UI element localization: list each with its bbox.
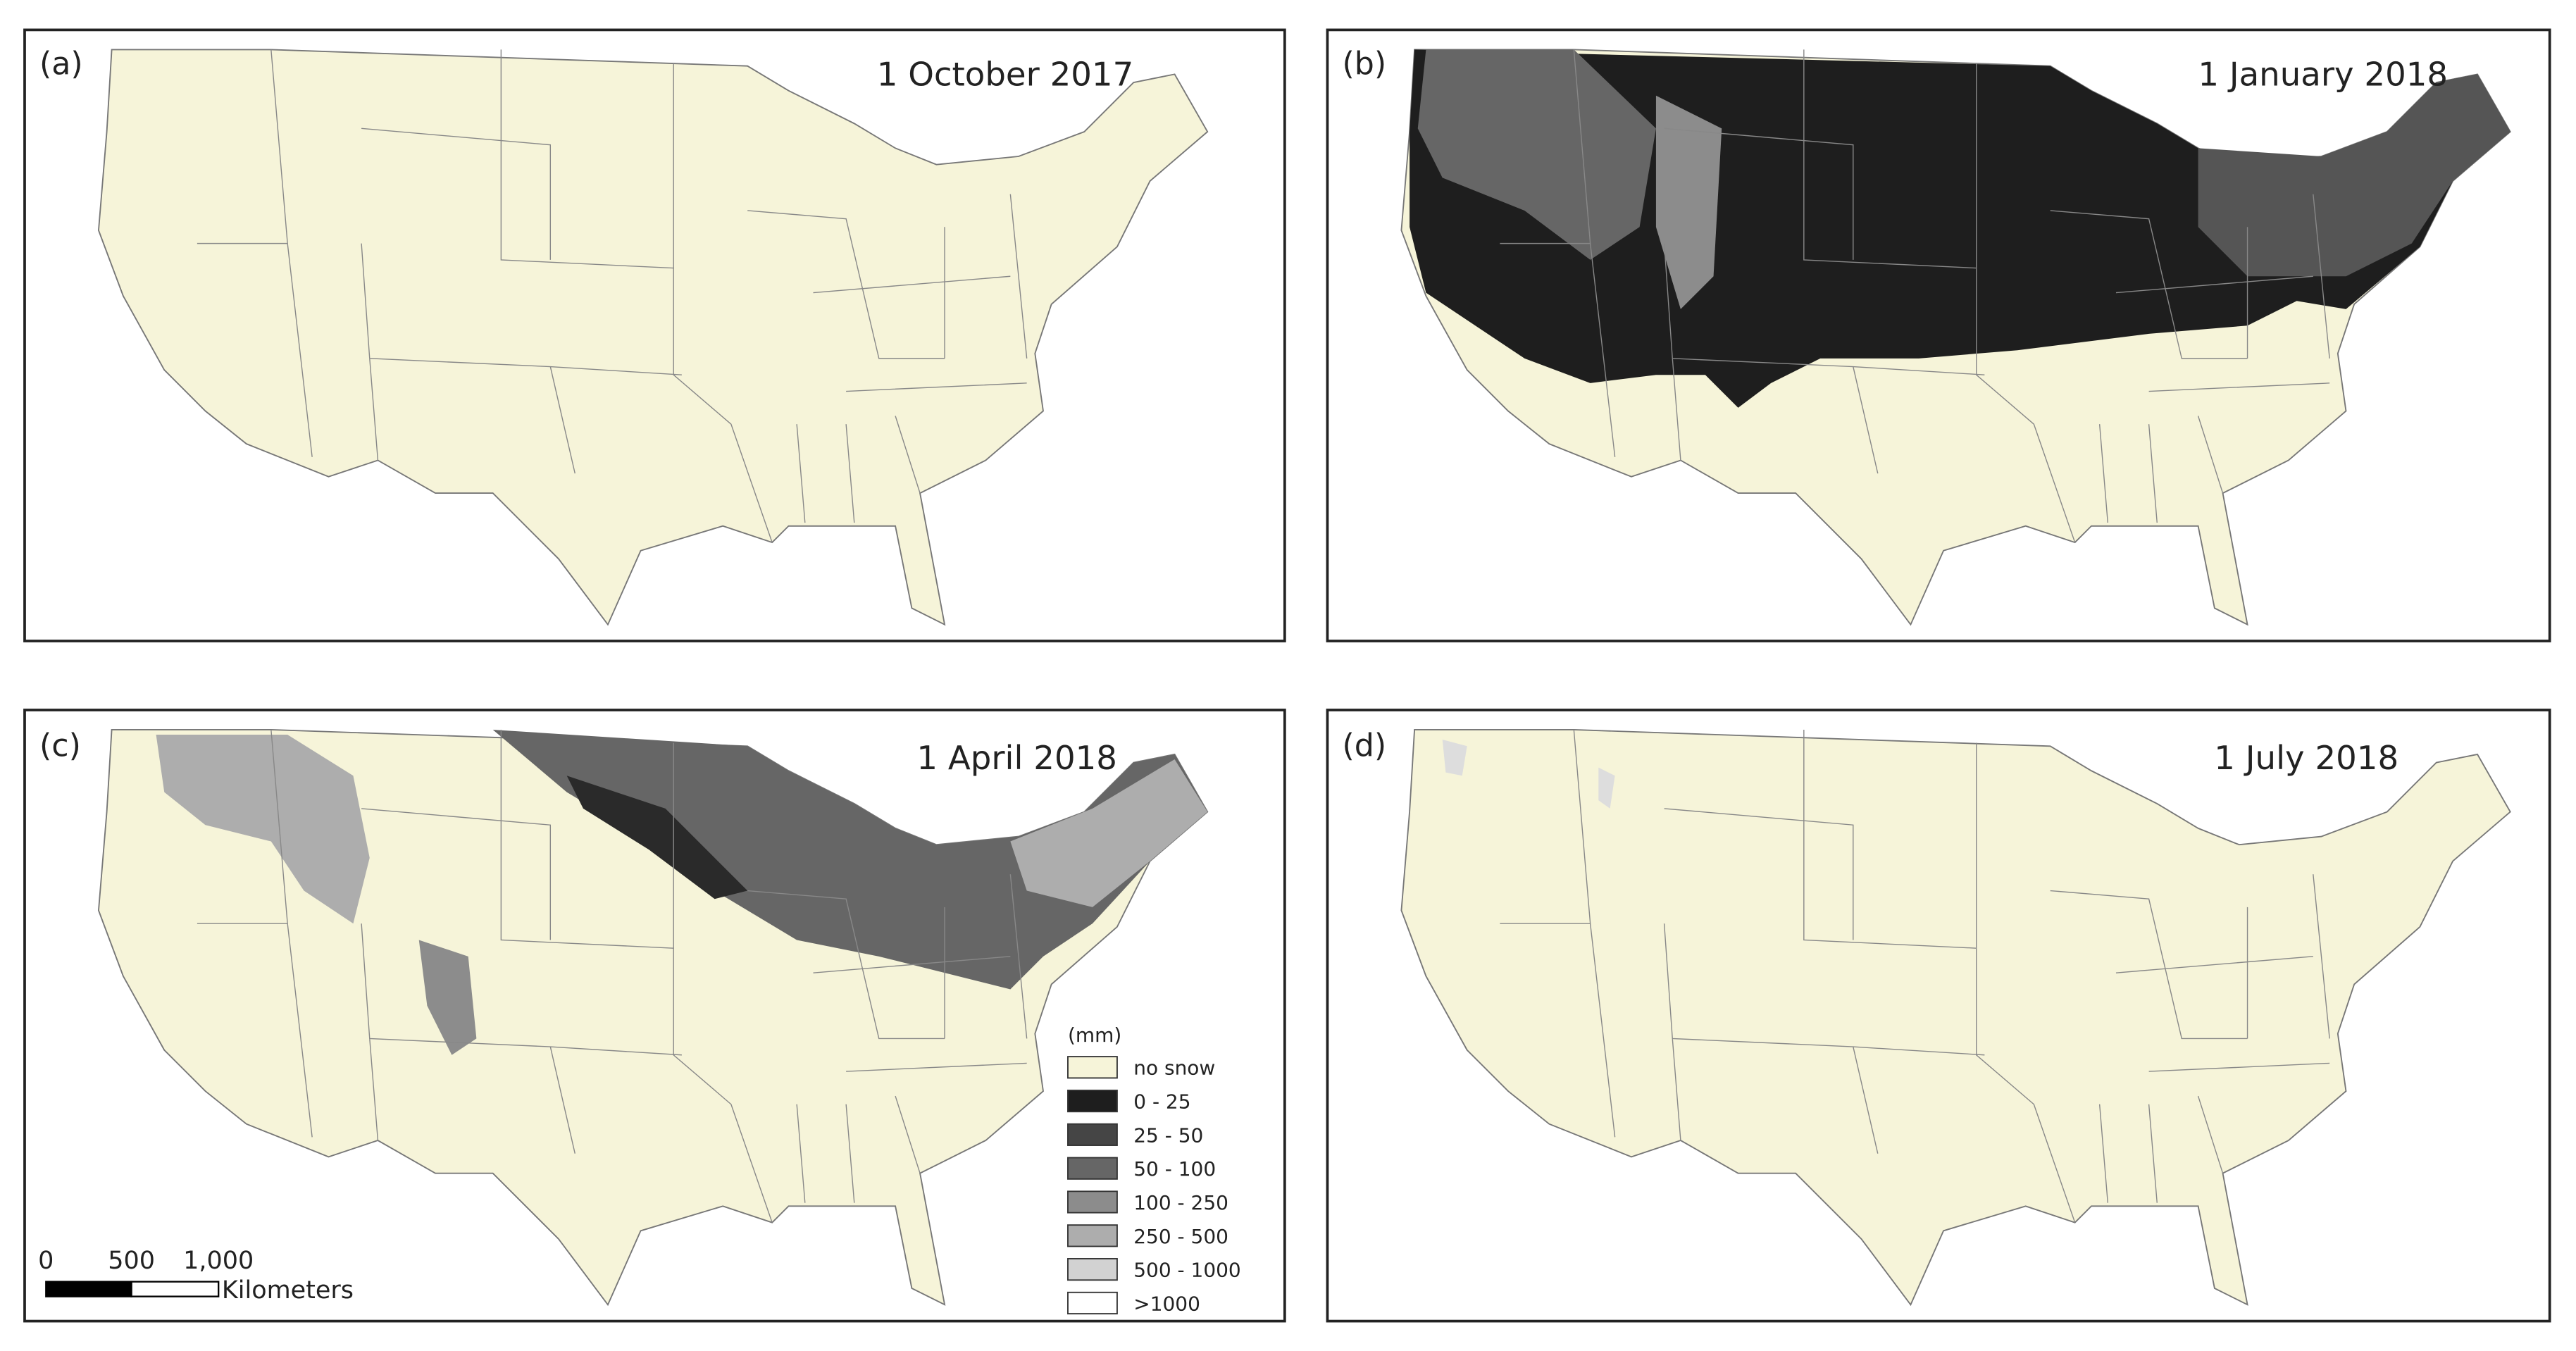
scale-segment [130, 1281, 220, 1297]
legend-swatch [1067, 1224, 1118, 1247]
scale-tick-label: 500 [108, 1247, 155, 1275]
panel-label: (b) [1342, 46, 1386, 82]
legend-swatch [1067, 1291, 1118, 1315]
legend-title: (mm) [1068, 1023, 1121, 1047]
panel-label: (a) [39, 46, 83, 82]
scale-segment [45, 1281, 132, 1297]
legend-label: 250 - 500 [1133, 1225, 1228, 1248]
map [97, 728, 1209, 1306]
panel-date: 1 July 2018 [2214, 739, 2398, 777]
panel-b: (b) 1 January 2018 [1326, 28, 2551, 642]
map [1400, 728, 2511, 1306]
scale-tick-label: 0 [38, 1247, 54, 1275]
legend-label: 25 - 50 [1133, 1123, 1203, 1147]
panel-date: 1 October 2017 [877, 56, 1134, 94]
panel-date: 1 April 2018 [916, 739, 1117, 777]
scale-bar: 0 500 1,000 Kilometers [38, 1247, 354, 1305]
panel-a: (a) 1 October 2017 [23, 28, 1286, 642]
legend-label: >1000 [1133, 1292, 1200, 1315]
legend-label: 0 - 25 [1133, 1090, 1190, 1114]
scale-tick-label: 1,000 [183, 1247, 254, 1275]
map [1400, 49, 2511, 625]
legend-label: 50 - 100 [1133, 1157, 1216, 1181]
legend-label: 100 - 250 [1133, 1191, 1228, 1214]
legend-label: no snow [1133, 1057, 1215, 1080]
legend-label: 500 - 1000 [1133, 1259, 1240, 1282]
panel-d: (d) 1 July 2018 [1326, 709, 2551, 1323]
legend-swatch [1067, 1123, 1118, 1146]
legend-swatch [1067, 1089, 1118, 1113]
legend: no snow 0 - 25 25 - 50 50 - 100 100 - 250 250… [1067, 1056, 1241, 1315]
legend-swatch [1067, 1258, 1118, 1281]
legend-swatch [1067, 1157, 1118, 1180]
panel-c: (c) 1 April 2018 (mm) no snow 0 - 25 25 - … [23, 709, 1286, 1323]
panel-date: 1 January 2018 [2198, 56, 2448, 94]
legend-swatch [1067, 1056, 1118, 1079]
legend-swatch [1067, 1190, 1118, 1214]
scale-unit: Kilometers [222, 1276, 354, 1305]
panel-label: (c) [39, 728, 81, 764]
panel-label: (d) [1342, 728, 1386, 764]
